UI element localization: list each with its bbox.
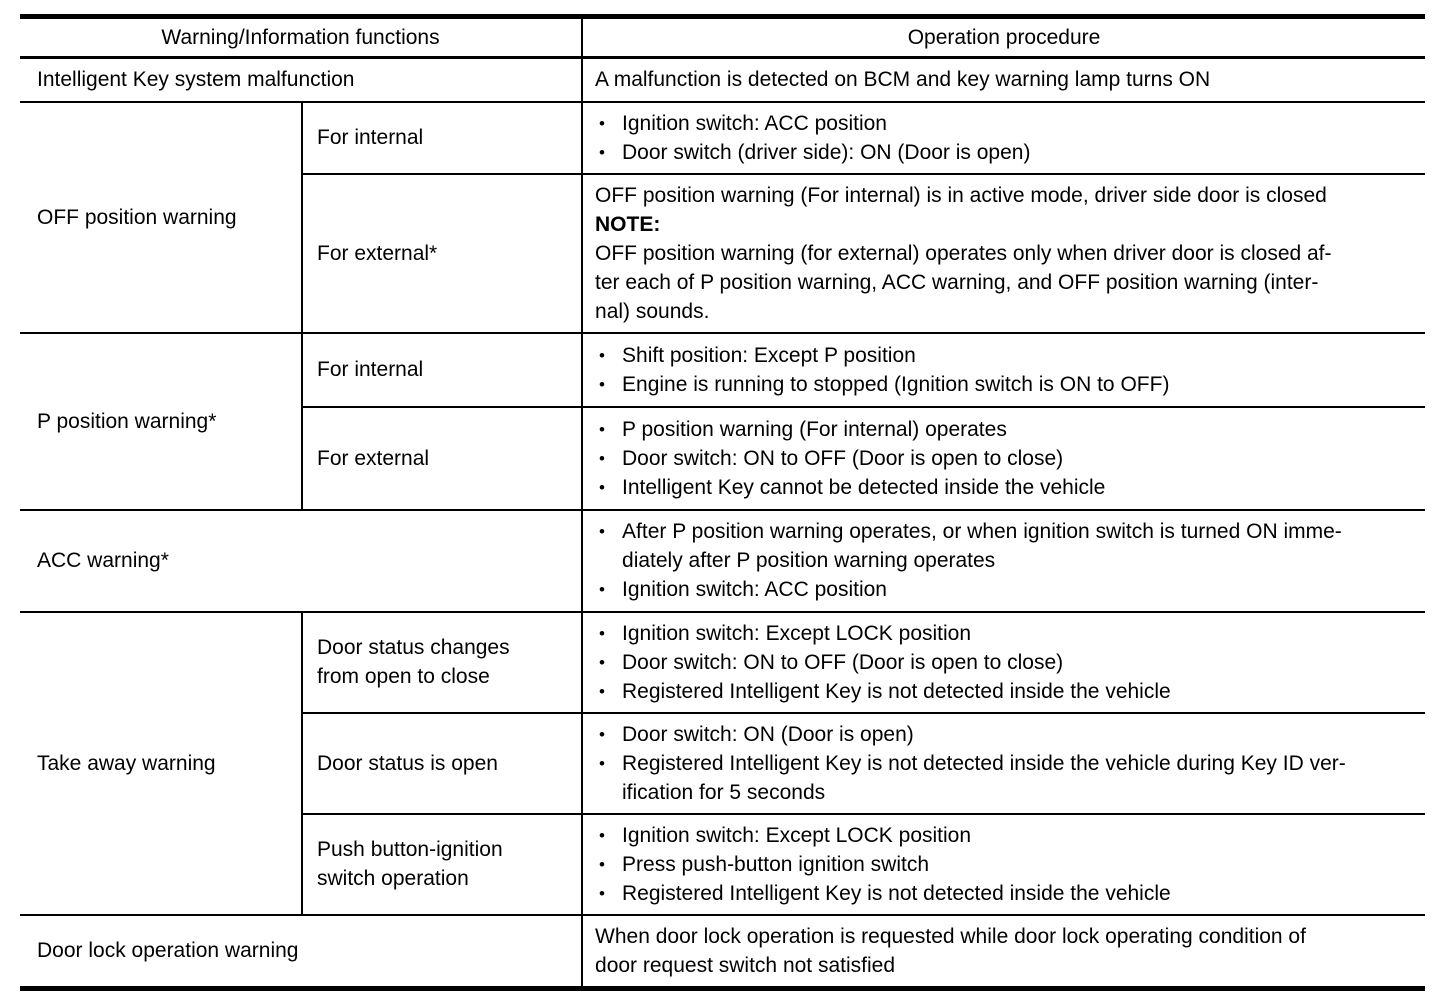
list-item: • Ignition switch: Except LOCK position bbox=[595, 619, 1417, 648]
bullet-icon: • bbox=[599, 623, 605, 643]
procedure-text: A malfunction is detected on BCM and key… bbox=[595, 68, 1211, 92]
bullet-text: Intelligent Key cannot be detected insid… bbox=[622, 475, 1106, 499]
list-item: • Door switch: ON to OFF (Door is open t… bbox=[595, 444, 1417, 473]
bullet-text: Engine is running to stopped (Ignition s… bbox=[622, 372, 1170, 396]
bullet-icon: • bbox=[599, 374, 605, 394]
bullet-icon: • bbox=[599, 724, 605, 744]
subfunction-p-internal: For internal bbox=[300, 331, 584, 408]
procedure-text: When door lock operation is requested wh… bbox=[595, 924, 1306, 977]
function-take-away-warning: Take away warning bbox=[20, 610, 303, 916]
list-item: • After P position warning operates, or … bbox=[595, 517, 1417, 575]
subfunction-off-external: For external* bbox=[300, 172, 584, 334]
bullet-text: P position warning (For internal) operat… bbox=[622, 417, 1007, 441]
function-door-lock-operation: Door lock operation warning bbox=[20, 913, 584, 989]
list-item: • Door switch: ON to OFF (Door is open t… bbox=[595, 648, 1417, 677]
bullet-icon: • bbox=[599, 448, 605, 468]
bullet-icon: • bbox=[599, 345, 605, 365]
bullet-text: Ignition switch: Except LOCK position bbox=[622, 621, 972, 645]
procedure-p-external: • P position warning (For internal) oper… bbox=[581, 405, 1426, 511]
procedure-off-internal: • Ignition switch: ACC position • Door s… bbox=[581, 100, 1426, 175]
list-item: • Ignition switch: ACC position bbox=[595, 109, 1417, 138]
bullet-icon: • bbox=[599, 419, 605, 439]
procedure-p-internal: • Shift position: Except P position • En… bbox=[581, 331, 1426, 408]
table-header-row: Warning/Information functions Operation … bbox=[20, 15, 1426, 59]
row-p-position-internal: P position warning* For internal • Shift… bbox=[20, 331, 1426, 511]
list-item: • Registered Intelligent Key is not dete… bbox=[595, 677, 1417, 706]
column-header-functions: Warning/Information functions bbox=[20, 15, 584, 59]
subfunction-push-button-ignition: Push button-ignition switch operation bbox=[300, 812, 584, 916]
bullet-text: Ignition switch: ACC position bbox=[622, 111, 887, 135]
note-text: OFF position warning (for external) oper… bbox=[595, 241, 1332, 323]
bullet-icon: • bbox=[599, 113, 605, 133]
bullet-text: Door switch (driver side): ON (Door is o… bbox=[622, 140, 1031, 164]
function-acc-warning: ACC warning* bbox=[20, 508, 584, 613]
row-take-away-door-close: Take away warning Door status changes fr… bbox=[20, 610, 1426, 916]
bullet-icon: • bbox=[599, 854, 605, 874]
bullet-text: After P position warning operates, or wh… bbox=[622, 520, 1342, 572]
subfunction-door-status-changes: Door status changes from open to close bbox=[300, 610, 584, 714]
list-item: • Ignition switch: Except LOCK position bbox=[595, 821, 1417, 850]
bullet-text: Door switch: ON to OFF (Door is open to … bbox=[622, 446, 1064, 470]
procedure-door-lock-operation: When door lock operation is requested wh… bbox=[581, 913, 1426, 989]
function-p-position-warning: P position warning* bbox=[20, 331, 303, 511]
bullet-icon: • bbox=[599, 580, 605, 599]
bullet-text: Door switch: ON to OFF (Door is open to … bbox=[622, 650, 1064, 674]
list-item: • Door switch (driver side): ON (Door is… bbox=[595, 138, 1417, 167]
row-p-position-external: For external • P position warning (For i… bbox=[20, 405, 1426, 511]
bullet-icon: • bbox=[599, 477, 605, 497]
bullet-text: Registered Intelligent Key is not detect… bbox=[622, 751, 1346, 804]
bullet-text: Press push-button ignition switch bbox=[622, 852, 930, 876]
subfunction-door-status-open: Door status is open bbox=[300, 711, 584, 815]
bullet-text: Ignition switch: ACC position bbox=[622, 578, 887, 601]
bullet-icon: • bbox=[599, 142, 605, 162]
list-item: • P position warning (For internal) oper… bbox=[595, 415, 1417, 444]
bullet-text: Shift position: Except P position bbox=[622, 343, 916, 367]
row-take-away-door-open: Door status is open • Door switch: ON (D… bbox=[20, 711, 1426, 815]
list-item: • Ignition switch: ACC position bbox=[595, 575, 1417, 604]
list-item: • Door switch: ON (Door is open) bbox=[595, 720, 1417, 749]
subfunction-off-internal: For internal bbox=[300, 100, 584, 175]
bullet-text: Door switch: ON (Door is open) bbox=[622, 722, 914, 746]
row-acc-warning: ACC warning* • After P position warning … bbox=[20, 508, 1426, 613]
procedure-take-away-push-button: • Ignition switch: Except LOCK position … bbox=[581, 812, 1426, 916]
procedure-off-external: OFF position warning (For internal) is i… bbox=[581, 172, 1426, 334]
list-item: • Intelligent Key cannot be detected ins… bbox=[595, 473, 1417, 502]
list-item: • Registered Intelligent Key is not dete… bbox=[595, 749, 1417, 807]
row-off-position-internal: OFF position warning For internal • Igni… bbox=[20, 100, 1426, 334]
procedure-acc-warning: • After P position warning operates, or … bbox=[581, 508, 1426, 613]
procedure-intelligent-key-malfunction: A malfunction is detected on BCM and key… bbox=[581, 56, 1426, 103]
list-item: • Registered Intelligent Key is not dete… bbox=[595, 879, 1417, 908]
row-door-lock-operation: Door lock operation warning When door lo… bbox=[20, 913, 1426, 989]
procedure-intro-text: OFF position warning (For internal) is i… bbox=[595, 183, 1327, 207]
bullet-text: Registered Intelligent Key is not detect… bbox=[622, 679, 1171, 703]
function-intelligent-key-malfunction: Intelligent Key system malfunction bbox=[20, 56, 584, 103]
procedure-take-away-door-open: • Door switch: ON (Door is open) • Regis… bbox=[581, 711, 1426, 815]
bullet-icon: • bbox=[599, 681, 605, 701]
bullet-text: Ignition switch: Except LOCK position bbox=[622, 823, 972, 847]
bullet-icon: • bbox=[599, 522, 605, 541]
row-off-position-external: For external* OFF position warning (For … bbox=[20, 172, 1426, 334]
row-take-away-push-button: Push button-ignition switch operation • … bbox=[20, 812, 1426, 916]
list-item: • Press push-button ignition switch bbox=[595, 850, 1417, 879]
function-off-position-warning: OFF position warning bbox=[20, 100, 303, 334]
note-label: NOTE: bbox=[595, 212, 661, 236]
list-item: • Shift position: Except P position bbox=[595, 341, 1417, 370]
procedure-take-away-door-close: • Ignition switch: Except LOCK position … bbox=[581, 610, 1426, 714]
subfunction-p-external: For external bbox=[300, 405, 584, 511]
bullet-icon: • bbox=[599, 883, 605, 903]
column-header-procedure: Operation procedure bbox=[581, 15, 1426, 59]
list-item: • Engine is running to stopped (Ignition… bbox=[595, 370, 1417, 399]
bullet-icon: • bbox=[599, 753, 605, 773]
bullet-text: Registered Intelligent Key is not detect… bbox=[622, 881, 1171, 905]
warning-functions-table: Warning/Information functions Operation … bbox=[20, 14, 1426, 991]
bullet-icon: • bbox=[599, 652, 605, 672]
bullet-icon: • bbox=[599, 825, 605, 845]
row-intelligent-key-malfunction: Intelligent Key system malfunction A mal… bbox=[20, 56, 1426, 103]
